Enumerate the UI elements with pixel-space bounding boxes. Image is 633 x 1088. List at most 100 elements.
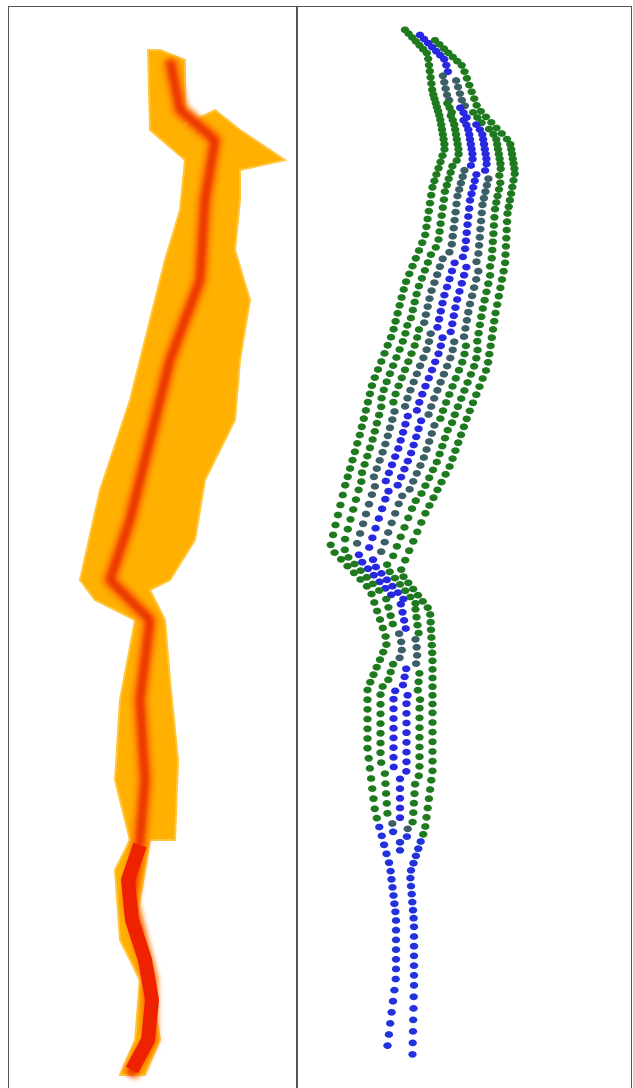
survey-point xyxy=(388,820,396,827)
survey-point xyxy=(389,744,397,751)
survey-point xyxy=(492,199,500,206)
survey-point xyxy=(458,280,466,287)
survey-point xyxy=(428,683,436,690)
survey-point xyxy=(344,473,352,480)
survey-point xyxy=(471,178,479,185)
survey-point xyxy=(440,371,448,378)
survey-point xyxy=(458,62,466,69)
survey-point xyxy=(381,496,389,503)
survey-point xyxy=(357,478,365,485)
survey-point xyxy=(424,259,432,266)
survey-point xyxy=(479,375,487,382)
survey-point xyxy=(368,382,376,389)
survey-point xyxy=(379,683,387,690)
survey-point xyxy=(463,416,471,423)
survey-point xyxy=(410,790,418,797)
survey-point xyxy=(437,308,445,315)
survey-point xyxy=(403,395,411,402)
survey-point xyxy=(415,326,423,333)
survey-point xyxy=(506,197,514,204)
survey-point xyxy=(412,614,420,621)
survey-point xyxy=(427,287,435,294)
survey-point xyxy=(353,440,361,447)
survey-point xyxy=(399,338,407,345)
survey-point xyxy=(371,805,379,812)
survey-point xyxy=(453,193,461,200)
survey-point xyxy=(407,315,415,322)
survey-point xyxy=(391,688,399,695)
survey-point xyxy=(466,301,474,308)
survey-point xyxy=(413,652,421,659)
survey-point xyxy=(436,263,444,270)
survey-point xyxy=(443,284,451,291)
survey-point xyxy=(396,785,404,792)
survey-point xyxy=(387,334,395,341)
survey-point xyxy=(398,647,406,654)
survey-point xyxy=(403,322,411,329)
survey-point xyxy=(409,1040,417,1047)
survey-point xyxy=(438,152,446,159)
survey-point xyxy=(425,502,433,509)
survey-point xyxy=(403,833,411,840)
survey-point xyxy=(428,729,436,736)
survey-point xyxy=(474,330,482,337)
survey-point xyxy=(406,875,414,882)
survey-point xyxy=(399,682,407,689)
survey-point xyxy=(415,247,423,254)
survey-point xyxy=(460,387,468,394)
survey-point xyxy=(377,395,385,402)
survey-point xyxy=(339,492,347,499)
survey-point xyxy=(425,375,433,382)
survey-point xyxy=(402,729,410,736)
survey-point xyxy=(372,564,380,571)
survey-point xyxy=(420,319,428,326)
survey-point xyxy=(465,205,473,212)
survey-point xyxy=(384,604,392,611)
survey-point xyxy=(379,649,387,656)
survey-point xyxy=(401,330,409,337)
survey-point xyxy=(389,998,397,1005)
survey-point xyxy=(394,383,402,390)
survey-point xyxy=(440,79,448,86)
survey-point xyxy=(410,962,418,969)
survey-point xyxy=(460,333,468,340)
survey-point xyxy=(428,719,436,726)
survey-point xyxy=(373,420,381,427)
survey-point xyxy=(382,596,390,603)
survey-point xyxy=(414,845,422,852)
survey-point xyxy=(487,119,495,126)
survey-point xyxy=(395,302,403,309)
survey-point xyxy=(399,573,407,580)
survey-point xyxy=(420,454,428,461)
survey-point xyxy=(436,220,444,227)
survey-point xyxy=(438,443,446,450)
survey-point xyxy=(445,276,453,283)
survey-point xyxy=(421,383,429,390)
survey-point xyxy=(435,228,443,235)
survey-point xyxy=(450,217,458,224)
survey-point xyxy=(493,193,501,200)
survey-point xyxy=(409,307,417,314)
survey-point xyxy=(343,563,351,570)
survey-point xyxy=(410,923,418,930)
survey-point xyxy=(422,346,430,353)
survey-point xyxy=(412,660,420,667)
survey-point xyxy=(411,600,419,607)
survey-point xyxy=(426,786,434,793)
survey-point xyxy=(474,250,482,257)
survey-point xyxy=(499,268,507,275)
survey-point xyxy=(477,218,485,225)
survey-point xyxy=(488,247,496,254)
survey-point xyxy=(407,450,415,457)
survey-point xyxy=(388,416,396,423)
survey-point xyxy=(375,412,383,419)
survey-point xyxy=(436,159,444,166)
survey-point xyxy=(386,370,394,377)
survey-point xyxy=(419,831,427,838)
survey-point xyxy=(460,423,468,430)
survey-point xyxy=(395,630,403,637)
survey-point xyxy=(364,565,372,572)
survey-point xyxy=(390,764,398,771)
survey-point xyxy=(398,374,406,381)
survey-point xyxy=(346,465,354,472)
